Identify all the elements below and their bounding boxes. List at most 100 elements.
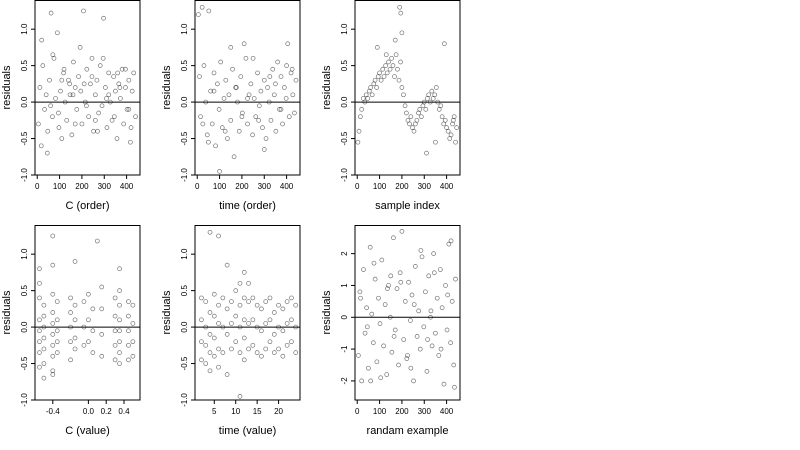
data-point [37, 350, 42, 355]
data-point [37, 85, 43, 90]
data-point [442, 41, 447, 47]
data-point [226, 92, 232, 98]
data-point [111, 74, 116, 79]
data-point [241, 41, 247, 47]
data-point [453, 276, 458, 282]
y-tick-label: -0.5 [180, 131, 189, 145]
y-axis-label: residuals [161, 290, 173, 335]
data-point [37, 339, 42, 345]
data-point [216, 364, 221, 370]
x-tick-label: 300 [98, 182, 112, 191]
data-point [241, 317, 247, 323]
data-point [216, 107, 222, 112]
x-tick-label: 300 [418, 182, 432, 191]
panel-3: 0 100 200 300 400 -1.0 -0.5 0.0 0.5 1.0 sample ind… [321, 0, 461, 212]
data-point [200, 121, 206, 127]
data-point [50, 310, 56, 315]
data-point [401, 337, 407, 342]
data-point [372, 276, 378, 282]
data-point [448, 238, 454, 244]
data-point [70, 92, 76, 98]
data-point [267, 339, 273, 345]
data-point [50, 332, 56, 337]
data-point [449, 299, 455, 304]
data-point [58, 88, 63, 94]
panel-2: 0 100 200 300 400 -1.0 -0.5 0.0 0.5 1.0 time (orde… [161, 0, 301, 212]
y-tick-label: 0.0 [340, 96, 349, 108]
data-point [37, 328, 42, 334]
data-point [54, 350, 60, 355]
data-point [50, 291, 56, 297]
data-point [56, 125, 62, 130]
y-tick-label: -1.0 [180, 168, 189, 182]
data-point [384, 70, 390, 76]
data-point [72, 346, 78, 352]
data-point [448, 132, 454, 138]
plot-frame [194, 0, 301, 176]
data-point [109, 117, 115, 123]
data-point [228, 117, 234, 123]
data-point [114, 136, 120, 141]
data-point [358, 295, 363, 301]
data-point [112, 295, 118, 301]
y-tick-label: -0.5 [340, 131, 349, 145]
data-point [293, 77, 299, 83]
data-point [218, 59, 224, 65]
data-point [224, 372, 230, 377]
data-point [386, 283, 391, 288]
data-point [267, 295, 273, 301]
data-point [275, 59, 281, 65]
data-point [377, 70, 382, 76]
data-point [37, 266, 42, 272]
data-point [50, 262, 56, 268]
data-point [40, 63, 46, 68]
data-point [289, 295, 294, 301]
data-point [292, 110, 297, 116]
data-point [86, 114, 91, 120]
data-point [117, 266, 122, 272]
data-point [91, 128, 96, 134]
data-point [126, 107, 132, 112]
x-axis-label: time (order) [219, 200, 276, 212]
data-point [54, 317, 60, 323]
data-point [368, 378, 373, 384]
data-point [130, 321, 136, 326]
data-point [402, 299, 408, 304]
data-point [364, 305, 369, 311]
data-point [112, 357, 118, 363]
data-point [258, 88, 264, 94]
data-point [280, 328, 286, 334]
data-point [124, 107, 130, 112]
data-point [241, 335, 247, 341]
data-point [72, 317, 78, 323]
data-point [362, 330, 368, 336]
data-point [379, 257, 385, 263]
data-point [84, 103, 89, 109]
data-point [239, 114, 245, 120]
data-point [64, 117, 70, 123]
data-point [117, 302, 122, 308]
data-point [79, 121, 85, 127]
data-point [220, 350, 226, 355]
data-point [453, 139, 458, 145]
data-point [228, 45, 234, 50]
plot-frame [354, 0, 461, 176]
x-tick-label: 100 [373, 407, 387, 416]
data-point [106, 70, 112, 76]
data-point [444, 327, 450, 333]
data-point [237, 280, 243, 286]
data-point [409, 292, 415, 298]
data-point [86, 339, 91, 345]
y-tick-label: 0.5 [20, 60, 29, 72]
data-point [199, 357, 204, 363]
data-point [230, 66, 235, 72]
data-point [248, 81, 254, 87]
data-point [197, 74, 202, 79]
data-point [225, 136, 230, 141]
data-point [59, 77, 65, 83]
data-point [72, 335, 78, 341]
x-tick-label: 100 [373, 182, 387, 191]
data-point [237, 394, 243, 399]
data-point [106, 92, 112, 98]
plot-frame [354, 225, 461, 401]
